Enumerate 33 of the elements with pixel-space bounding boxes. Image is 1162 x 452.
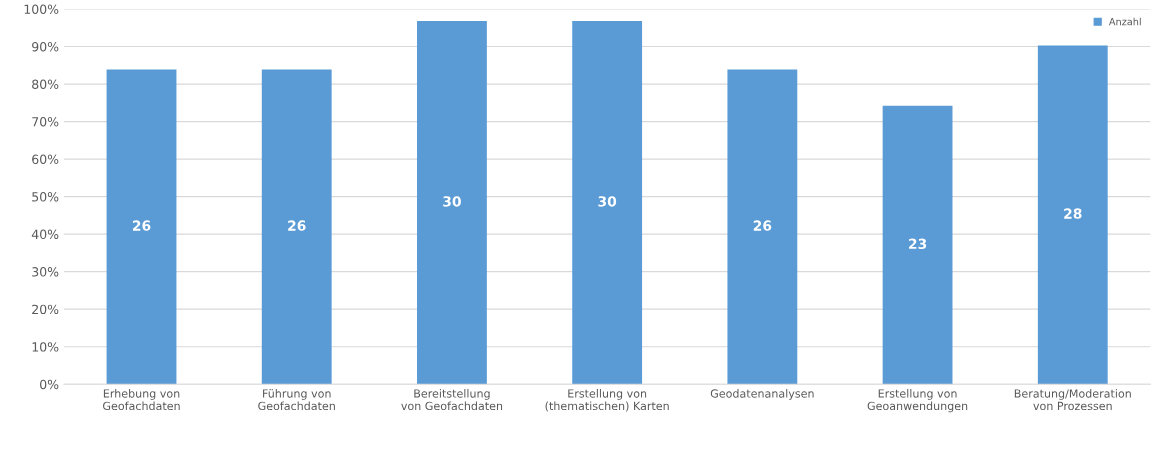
bar [572,21,643,385]
annotation: 23 [909,238,927,250]
x-tick-label: Erhebung von Geofachdaten [103,389,180,411]
bar [882,105,953,385]
y-tick-label: 30% [32,267,59,277]
y-tick-label: 20% [32,304,59,315]
annotation: 28 [1064,208,1082,219]
bar [727,69,798,385]
y-tick-label: 60% [32,154,59,165]
annotation: 30 [598,196,617,207]
y-tick-label: 100% [24,4,59,14]
y-tick-label: 90% [32,42,59,52]
x-tick-label: Erstellung von (thematischen) Karten [545,389,669,412]
y-tick-label: 10% [32,342,59,352]
y-tick-label: 70% [32,117,59,127]
x-tick-label: Führung von Geofachdaten [258,389,335,411]
y-tick-label: 50% [32,192,59,202]
annotation: 26 [132,220,151,231]
x-tick-label: Erstellung von Geoanwendungen [867,389,968,413]
y-tick-label: 80% [32,79,59,89]
y-tick-label: 0% [40,379,59,390]
y-tick-label: 40% [31,229,59,240]
annotation: 26 [753,220,772,231]
x-tick-label: Beratung/Moderation von Prozessen [1014,389,1131,411]
x-tick-label: Geodatenanalysen [710,389,814,400]
bar [1037,45,1108,385]
annotation: 30 [443,196,461,207]
annotation: 26 [288,220,306,231]
bar [106,69,177,385]
x-tick-label: Bereitstellung von Geofachdaten [401,389,503,411]
bar [261,69,332,385]
bar [417,21,487,385]
legend-label: Anzahl [1108,17,1141,26]
